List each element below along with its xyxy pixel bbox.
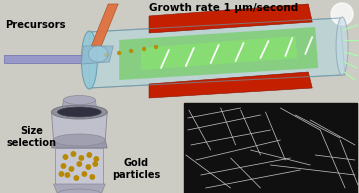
Polygon shape (89, 18, 345, 88)
Circle shape (130, 49, 132, 52)
Ellipse shape (81, 31, 97, 89)
Circle shape (65, 173, 70, 177)
Circle shape (331, 3, 353, 25)
Circle shape (105, 53, 108, 57)
Polygon shape (119, 27, 318, 80)
Ellipse shape (57, 107, 101, 117)
Circle shape (94, 157, 98, 161)
Ellipse shape (51, 105, 107, 119)
Ellipse shape (57, 189, 101, 193)
Circle shape (93, 162, 98, 166)
Polygon shape (51, 140, 107, 148)
Ellipse shape (53, 134, 105, 146)
Circle shape (61, 164, 66, 168)
Bar (184, 103, 357, 193)
Ellipse shape (336, 17, 348, 75)
Text: Size
selection: Size selection (6, 126, 57, 148)
Ellipse shape (88, 46, 108, 62)
Circle shape (63, 155, 67, 159)
Text: Gold
particles: Gold particles (112, 158, 160, 180)
Circle shape (69, 167, 74, 171)
Circle shape (86, 165, 90, 169)
Polygon shape (4, 55, 93, 63)
Polygon shape (61, 100, 97, 112)
Circle shape (71, 152, 76, 156)
Polygon shape (149, 4, 312, 33)
Text: Precursors: Precursors (5, 20, 65, 30)
Polygon shape (51, 112, 107, 140)
Circle shape (90, 175, 94, 179)
Circle shape (87, 153, 92, 157)
Polygon shape (141, 36, 297, 70)
Circle shape (74, 176, 79, 180)
Polygon shape (81, 46, 113, 64)
Ellipse shape (64, 96, 95, 104)
Circle shape (154, 46, 158, 48)
Circle shape (79, 156, 84, 160)
Circle shape (143, 47, 145, 51)
Circle shape (118, 52, 121, 54)
Polygon shape (149, 72, 312, 98)
Polygon shape (91, 4, 118, 46)
Circle shape (59, 172, 64, 176)
Circle shape (77, 162, 81, 166)
Circle shape (82, 172, 87, 176)
Polygon shape (56, 148, 103, 184)
Text: Growth rate 1 μm/second: Growth rate 1 μm/second (149, 3, 298, 13)
Polygon shape (53, 184, 105, 193)
